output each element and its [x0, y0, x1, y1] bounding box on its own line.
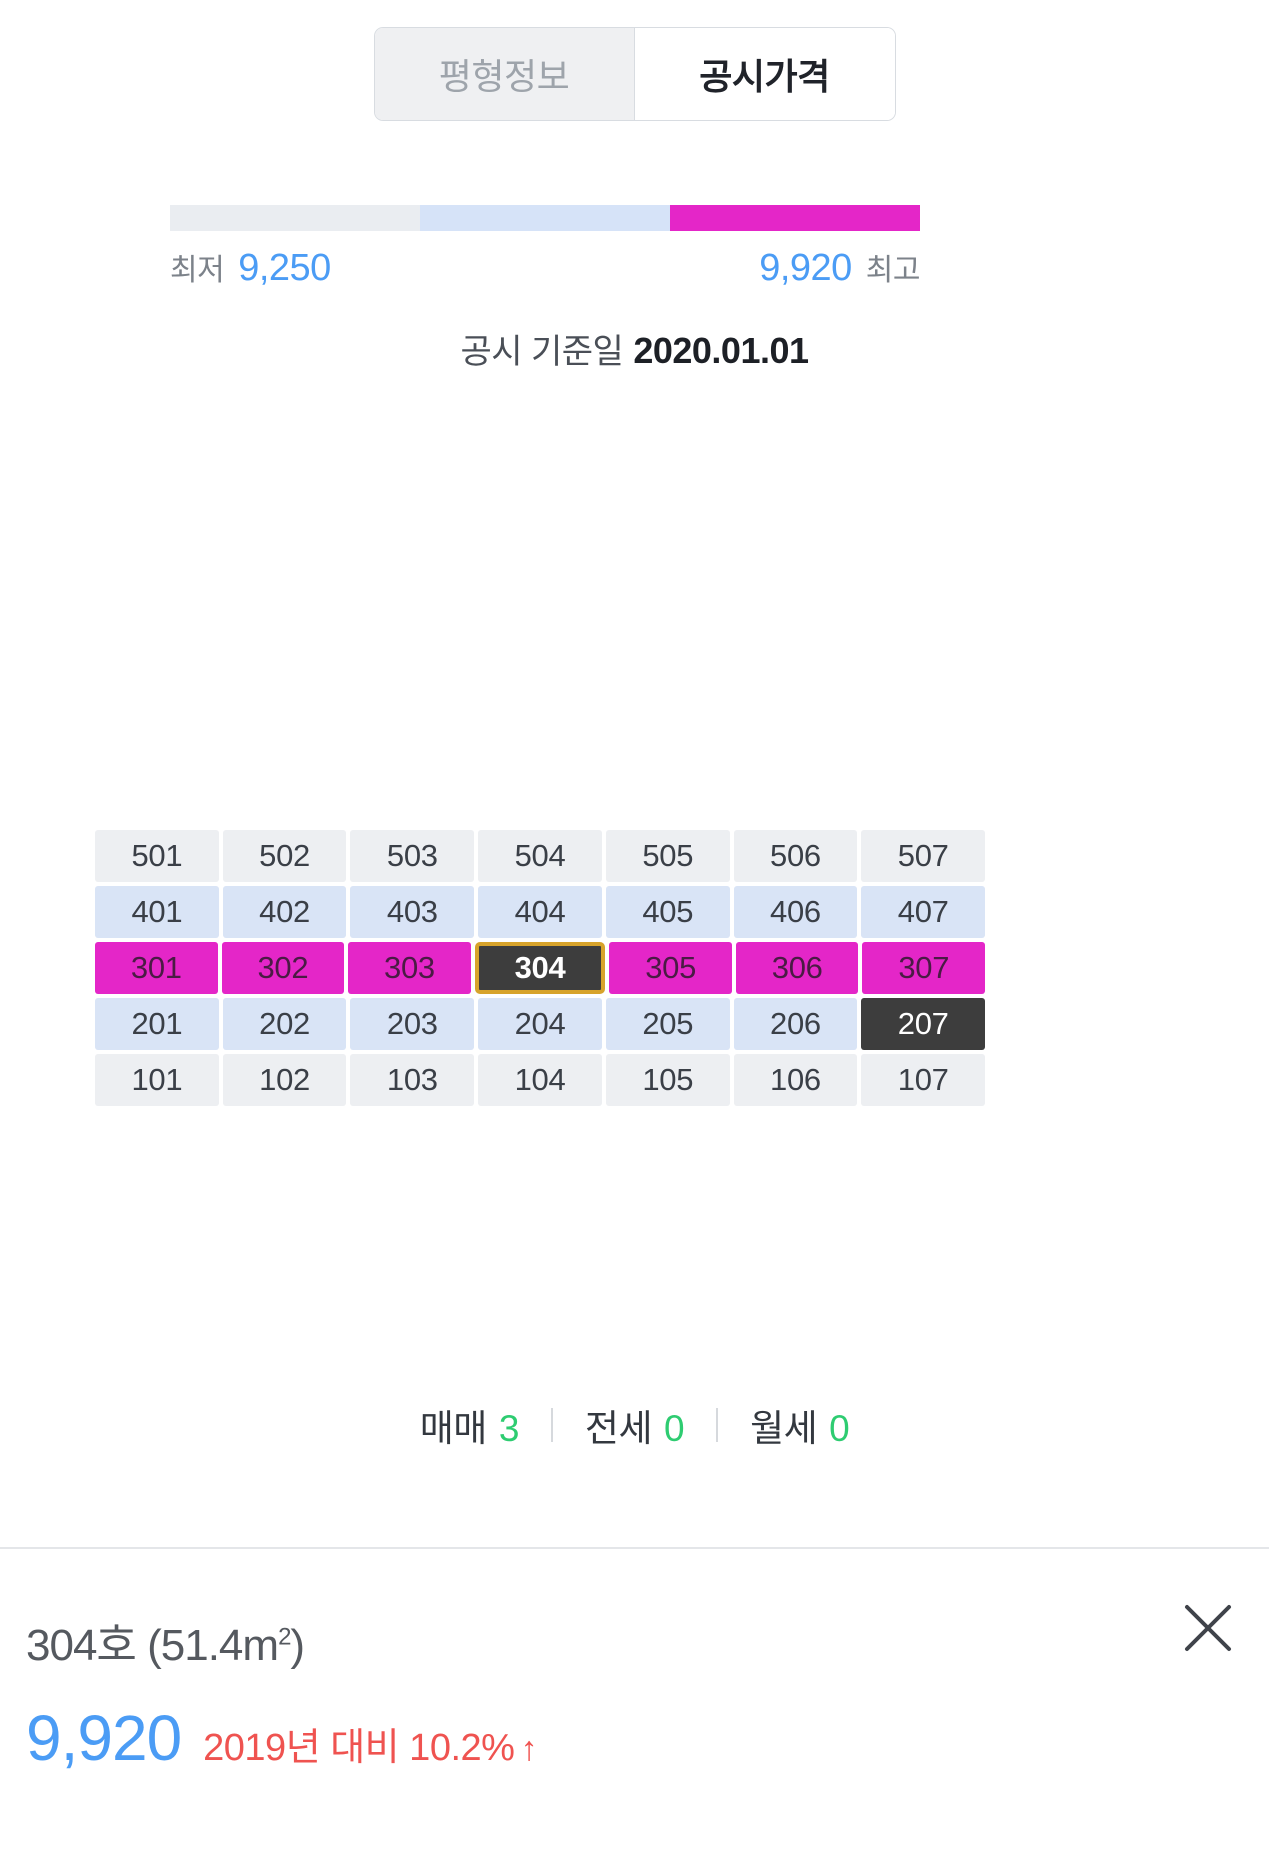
unit-grid-row: 101 102 103 104 105 106 107 — [95, 1054, 986, 1106]
unit-detail-change: 2019년 대비 10.2% ↑ — [203, 1716, 537, 1771]
unit-cell-203[interactable]: 203 — [350, 998, 475, 1050]
unit-cell-402[interactable]: 402 — [222, 886, 347, 938]
unit-detail-price: 9,920 — [26, 1702, 182, 1774]
price-range-labels: 최저 9,250 9,920 최고 — [170, 245, 921, 291]
unit-cell-102[interactable]: 102 — [222, 1054, 347, 1106]
max-value: 9,920 — [759, 247, 852, 289]
deal-label: 전세 — [584, 1408, 653, 1449]
base-date-value: 2020.01.01 — [633, 330, 809, 371]
unit-detail-panel: 304호 (51.4m2) 9,920 2019년 대비 10.2% ↑ — [0, 1547, 1269, 1851]
unit-cell-201[interactable]: 201 — [95, 998, 219, 1050]
unit-grid-row: 201 202 203 204 205 206 207 — [95, 998, 986, 1050]
tab-label: 공시가격 — [699, 56, 830, 97]
unit-cell-407[interactable]: 407 — [861, 886, 986, 938]
unit-cell-204[interactable]: 204 — [478, 998, 602, 1050]
unit-grid-row: 401 402 403 404 405 406 407 — [95, 886, 986, 938]
arrow-up-icon: ↑ — [520, 1730, 537, 1768]
unit-cell-406[interactable]: 406 — [733, 886, 858, 938]
unit-cell-303[interactable]: 303 — [348, 942, 471, 994]
unit-detail-price-row: 9,920 2019년 대비 10.2% ↑ — [26, 1701, 537, 1775]
price-range-block: 최저 9,250 9,920 최고 — [170, 205, 921, 291]
unit-cell-306[interactable]: 306 — [735, 942, 859, 994]
deal-separator — [716, 1408, 719, 1442]
unit-detail-title-tail: ) — [290, 1621, 305, 1670]
tab-pyeonghyeong-info[interactable]: 평형정보 — [374, 28, 635, 120]
change-text: 2019년 대비 10.2% — [203, 1727, 515, 1769]
tab-gongsi-price[interactable]: 공시가격 — [634, 28, 895, 120]
unit-cell-301[interactable]: 301 — [95, 942, 218, 994]
unit-cell-103[interactable]: 103 — [350, 1054, 475, 1106]
range-segment-mid — [420, 205, 670, 231]
range-segment-high — [670, 205, 920, 231]
close-icon[interactable] — [1177, 1597, 1239, 1659]
unit-cell-105[interactable]: 105 — [605, 1054, 730, 1106]
unit-cell-106[interactable]: 106 — [733, 1054, 858, 1106]
deal-item-0[interactable]: 매매 3 — [388, 1398, 551, 1452]
unit-cell-502[interactable]: 502 — [222, 830, 347, 882]
unit-cell-305[interactable]: 305 — [609, 942, 732, 994]
unit-cell-307[interactable]: 307 — [862, 942, 986, 994]
unit-detail-title-text: 304호 (51.4m — [26, 1621, 279, 1670]
base-date-label: 공시 기준일 — [460, 333, 624, 371]
deal-count: 0 — [829, 1408, 850, 1449]
unit-cell-506[interactable]: 506 — [733, 830, 858, 882]
unit-cell-104[interactable]: 104 — [478, 1054, 602, 1106]
price-range-bar — [170, 205, 920, 231]
unit-grid-row: 301 302 303 304 305 306 307 — [95, 942, 986, 994]
deal-label: 월세 — [750, 1408, 818, 1449]
unit-cell-503[interactable]: 503 — [350, 830, 475, 882]
deal-separator — [550, 1408, 553, 1442]
unit-cell-107[interactable]: 107 — [861, 1054, 986, 1106]
unit-cell-302[interactable]: 302 — [221, 942, 345, 994]
deal-label: 매매 — [419, 1408, 488, 1449]
tab-bar: 평형정보 공시가격 — [0, 0, 1269, 148]
unit-cell-507[interactable]: 507 — [861, 830, 986, 882]
unit-cell-501[interactable]: 501 — [95, 830, 219, 882]
unit-cell-505[interactable]: 505 — [605, 830, 730, 882]
unit-cell-304[interactable]: 304 — [474, 942, 606, 994]
unit-cell-403[interactable]: 403 — [350, 886, 475, 938]
deal-count: 0 — [664, 1408, 685, 1449]
min-caption: 최저 — [170, 254, 225, 287]
unit-grid-row: 501 502 503 504 505 506 507 — [95, 830, 986, 882]
unit-cell-205[interactable]: 205 — [605, 998, 730, 1050]
unit-cell-206[interactable]: 206 — [733, 998, 858, 1050]
price-range-min: 최저 9,250 — [170, 245, 331, 290]
unit-cell-404[interactable]: 404 — [478, 886, 602, 938]
tab-group: 평형정보 공시가격 — [374, 28, 895, 120]
unit-detail-title: 304호 (51.4m2) — [26, 1609, 305, 1673]
unit-cell-504[interactable]: 504 — [478, 830, 602, 882]
base-date: 공시 기준일 2020.01.01 — [0, 324, 1269, 373]
min-value: 9,250 — [238, 247, 331, 289]
unit-cell-202[interactable]: 202 — [222, 998, 347, 1050]
unit-cell-405[interactable]: 405 — [605, 886, 730, 938]
unit-grid: 501 502 503 504 505 506 507 401 402 403 404 405 406 4… — [95, 830, 986, 1110]
deal-count: 3 — [498, 1408, 520, 1449]
deal-item-1[interactable]: 전세 0 — [553, 1398, 716, 1452]
max-caption: 최고 — [865, 254, 921, 287]
unit-cell-101[interactable]: 101 — [95, 1054, 219, 1106]
tab-label: 평형정보 — [438, 56, 570, 97]
deal-counts: 매매 3 전세 0 월세 0 — [0, 1398, 1269, 1452]
range-segment-low — [170, 205, 420, 231]
deal-item-2[interactable]: 월세 0 — [718, 1398, 881, 1452]
unit-area-superscript: 2 — [278, 1623, 291, 1651]
unit-cell-401[interactable]: 401 — [95, 886, 219, 938]
price-range-max: 9,920 최고 — [759, 245, 920, 290]
unit-cell-207[interactable]: 207 — [861, 998, 986, 1050]
